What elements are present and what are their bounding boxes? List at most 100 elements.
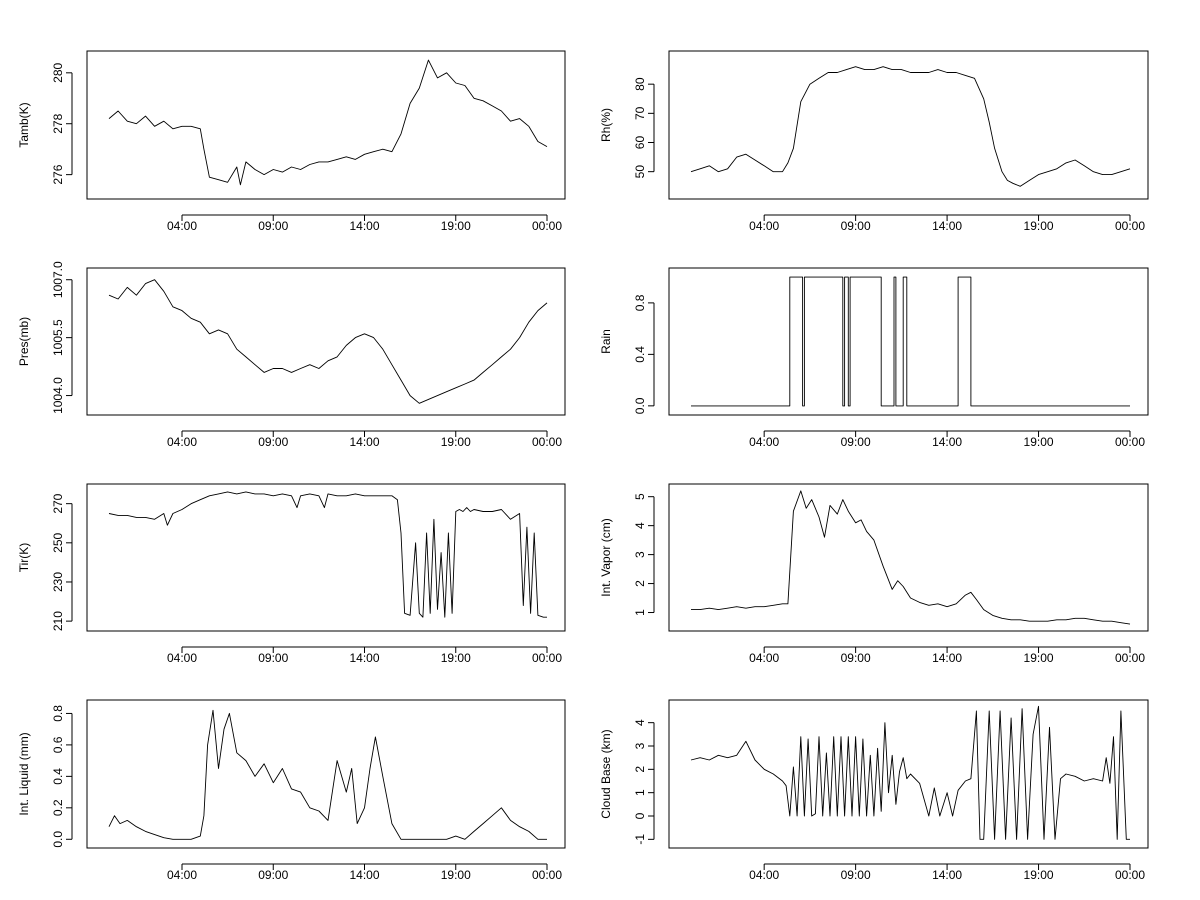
y-tick-label: 1 — [633, 789, 647, 796]
y-tick-label: 4 — [633, 522, 647, 529]
x-tick-label: 09:00 — [258, 651, 288, 665]
x-tick-label: 04:00 — [749, 219, 779, 233]
y-axis-label-rh: Rh(%) — [599, 108, 613, 142]
y-tick-label: 3 — [633, 551, 647, 558]
y-tick-label: 4 — [633, 719, 647, 726]
series-line-rain — [691, 276, 1130, 407]
panel-liquid: 04:00 09:00 14:00 19:00 00:00 0.0 0.2 0.4 0.6 0.8… — [17, 699, 566, 882]
series-line-vapor — [691, 490, 1131, 625]
plot-frame-liquid — [86, 699, 566, 849]
y-tick-label: 0.0 — [51, 831, 65, 848]
x-tick-label: 04:00 — [167, 219, 197, 233]
y-tick-label: 270 — [51, 493, 65, 513]
x-tick-label: 04:00 — [749, 651, 779, 665]
y-tick-label: 250 — [51, 532, 65, 552]
y-tick-label: 0.4 — [633, 346, 647, 363]
x-tick-label: 14:00 — [932, 435, 962, 449]
x-tick-label: 09:00 — [258, 435, 288, 449]
y-tick-label: 0.8 — [633, 294, 647, 311]
plot-frame-pres — [86, 267, 566, 416]
series-line-rh — [690, 66, 1131, 187]
x-tick-label: 00:00 — [532, 868, 562, 882]
x-tick-label: 09:00 — [841, 219, 871, 233]
x-tick-label: 04:00 — [749, 435, 779, 449]
y-tick-label: 0 — [633, 812, 647, 819]
y-tick-label: 0.2 — [51, 799, 65, 816]
x-tick-label: 09:00 — [258, 868, 288, 882]
x-tick-label: 19:00 — [441, 651, 471, 665]
x-tick-label: 19:00 — [1024, 651, 1054, 665]
x-tick-label: 09:00 — [258, 219, 288, 233]
panel-rain: 04:00 09:00 14:00 19:00 00:00 0.0 0.4 0.8 Rain — [599, 267, 1149, 449]
x-tick-label: 14:00 — [349, 651, 379, 665]
x-tick-label: 09:00 — [841, 435, 871, 449]
y-tick-label: 2 — [633, 580, 647, 587]
y-tick-label: 230 — [51, 572, 65, 592]
y-tick-label: 70 — [633, 106, 647, 120]
x-tick-label: 19:00 — [1024, 435, 1054, 449]
y-tick-label: 278 — [51, 113, 65, 133]
series-line-tamb — [108, 59, 548, 186]
y-tick-label: 50 — [633, 165, 647, 179]
x-tick-label: 04:00 — [167, 651, 197, 665]
x-tick-label: 00:00 — [532, 651, 562, 665]
x-tick-label: 04:00 — [167, 868, 197, 882]
x-tick-label: 00:00 — [532, 219, 562, 233]
y-axis-label-pres: Pres(mb) — [17, 317, 31, 366]
y-tick-label: 0.6 — [51, 736, 65, 753]
y-tick-label: 0.4 — [51, 768, 65, 785]
y-tick-label: 2 — [633, 766, 647, 773]
y-axis-label-cloudbase: Cloud Base (km) — [599, 729, 613, 818]
y-axis-label-tamb: Tamb(K) — [17, 102, 31, 147]
y-tick-label: 1007.0 — [51, 261, 65, 298]
y-tick-label: 210 — [51, 611, 65, 631]
x-tick-label: 19:00 — [441, 435, 471, 449]
x-tick-label: 00:00 — [1115, 651, 1145, 665]
x-tick-label: 04:00 — [749, 868, 779, 882]
plot-frame-vapor — [668, 483, 1149, 632]
x-tick-label: 19:00 — [1024, 219, 1054, 233]
y-tick-label: 80 — [633, 77, 647, 91]
x-tick-label: 19:00 — [441, 219, 471, 233]
plot-frame-cloudbase — [668, 699, 1149, 849]
y-tick-label: 1005.5 — [51, 319, 65, 356]
series-line-pres — [108, 279, 548, 404]
y-axis-label-liquid: Int. Liquid (mm) — [17, 732, 31, 815]
x-tick-label: 14:00 — [932, 219, 962, 233]
y-tick-label: 276 — [51, 164, 65, 184]
plot-frame-tamb — [86, 50, 566, 200]
panel-tir: 04:00 09:00 14:00 19:00 00:00 210 230 250 270 Tir… — [17, 483, 566, 665]
y-tick-label: -1 — [633, 834, 647, 845]
x-tick-label: 14:00 — [349, 435, 379, 449]
y-tick-label: 1 — [633, 609, 647, 616]
y-tick-label: 5 — [633, 493, 647, 500]
panel-cloudbase: 04:00 09:00 14:00 19:00 00:00 -1 0 1 2 3 4 Cloud Ba… — [599, 699, 1149, 882]
x-tick-label: 19:00 — [1024, 868, 1054, 882]
y-tick-label: 280 — [51, 62, 65, 82]
x-tick-label: 00:00 — [1115, 219, 1145, 233]
x-tick-label: 04:00 — [167, 435, 197, 449]
plot-frame-tir — [86, 483, 566, 632]
y-axis-label-tir: Tir(K) — [17, 543, 31, 573]
panel-tamb: 04:00 09:00 14:00 19:00 00:00 276 278 280 Tamb(K… — [17, 50, 566, 233]
y-tick-label: 0.8 — [51, 705, 65, 722]
x-tick-label: 14:00 — [932, 868, 962, 882]
x-tick-label: 09:00 — [841, 868, 871, 882]
y-tick-label: 3 — [633, 742, 647, 749]
panel-pres: 04:00 09:00 14:00 19:00 00:00 1004.0 1005.5 100… — [17, 261, 566, 449]
x-tick-label: 09:00 — [841, 651, 871, 665]
x-tick-label: 00:00 — [1115, 435, 1145, 449]
x-tick-label: 00:00 — [532, 435, 562, 449]
plot-frame-rh — [668, 50, 1149, 200]
y-axis-label-vapor: Int. Vapor (cm) — [599, 518, 613, 596]
x-tick-label: 14:00 — [349, 868, 379, 882]
y-tick-label: 0.0 — [633, 397, 647, 414]
series-line-liquid — [108, 709, 547, 840]
series-line-cloudbase — [690, 705, 1130, 840]
plot-frame-rain — [668, 267, 1149, 416]
x-tick-label: 00:00 — [1115, 868, 1145, 882]
y-tick-label: 60 — [633, 136, 647, 150]
x-tick-label: 19:00 — [441, 868, 471, 882]
x-tick-label: 14:00 — [349, 219, 379, 233]
